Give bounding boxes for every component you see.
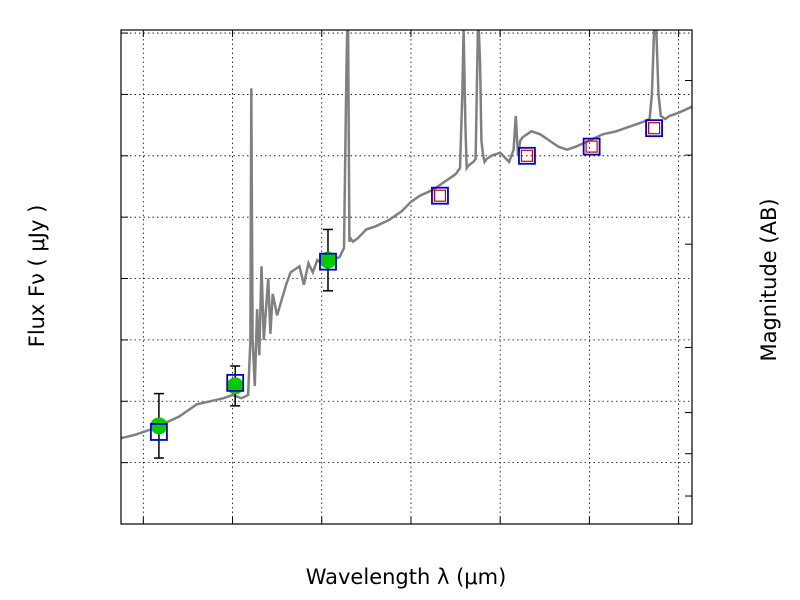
right-axis-title: Magnitude (AB) xyxy=(757,198,781,361)
error-bars xyxy=(153,228,333,459)
observed-points xyxy=(150,251,337,435)
grid-lines xyxy=(121,30,692,524)
inner-phot-square xyxy=(433,189,447,202)
observed-point xyxy=(150,417,168,435)
x-axis-title: Wavelength λ (μm) xyxy=(306,565,507,589)
inner-phot-square xyxy=(647,122,661,135)
model-phot-square xyxy=(226,373,245,392)
model-phot-square xyxy=(582,137,601,156)
inner-photometry-points xyxy=(433,122,661,202)
model-phot-square xyxy=(150,423,168,441)
model-phot-square xyxy=(645,119,663,138)
plot-frame xyxy=(120,29,693,525)
model-phot-square xyxy=(319,252,337,271)
inner-phot-square xyxy=(585,140,598,153)
model-spectrum-line xyxy=(121,30,692,440)
model-photometry-points xyxy=(150,119,663,441)
model-phot-square xyxy=(518,146,536,165)
model-phot-square xyxy=(431,186,449,205)
axis-ticks xyxy=(121,30,692,525)
y-axis-title: Flux Fν ( μJy ) xyxy=(25,205,49,348)
inner-phot-square xyxy=(520,149,534,162)
